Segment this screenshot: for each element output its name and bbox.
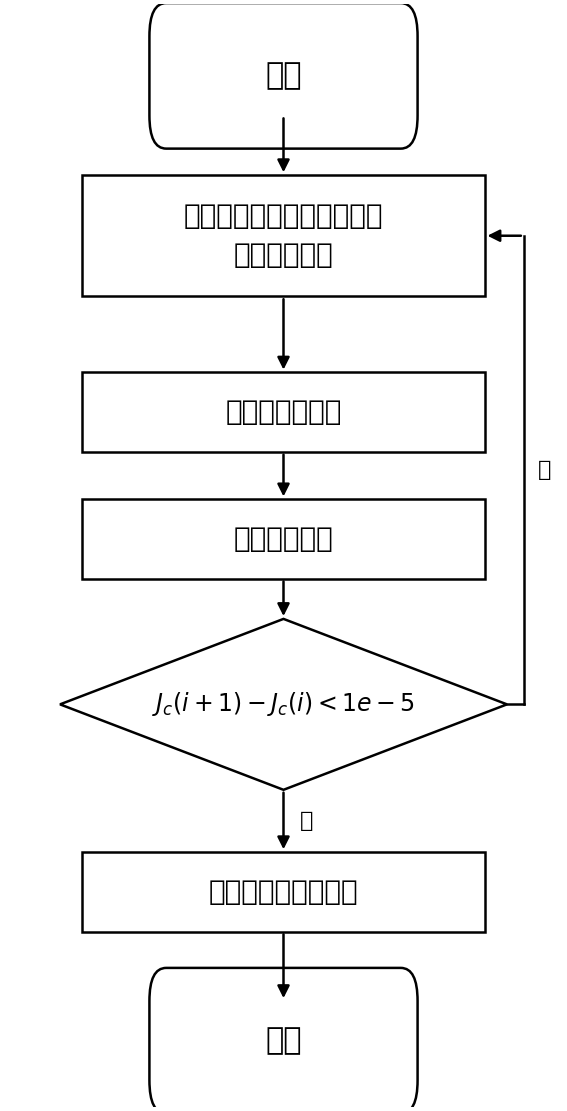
Bar <box>82 176 485 297</box>
Bar <box>82 499 485 579</box>
Text: $J_c(i+1)-J_c(i)<1e-5$: $J_c(i+1)-J_c(i)<1e-5$ <box>152 690 415 719</box>
Text: 否: 否 <box>538 460 551 480</box>
FancyBboxPatch shape <box>150 968 417 1111</box>
Text: 是: 是 <box>301 811 314 831</box>
Bar <box>82 852 485 931</box>
Text: 结束: 结束 <box>265 1027 302 1055</box>
Text: 计算聚类硬趋势均值: 计算聚类硬趋势均值 <box>209 878 358 905</box>
Text: 更新聚类中心: 更新聚类中心 <box>234 526 333 553</box>
Text: 开始: 开始 <box>265 61 302 90</box>
FancyBboxPatch shape <box>150 3 417 149</box>
Text: 计算譯属度矩阵: 计算譯属度矩阵 <box>225 398 342 427</box>
Text: 初始化聚类中心、平滑因子
与譯属度矩阵: 初始化聚类中心、平滑因子 与譯属度矩阵 <box>184 202 383 269</box>
Bar <box>82 372 485 452</box>
Polygon shape <box>60 619 507 790</box>
